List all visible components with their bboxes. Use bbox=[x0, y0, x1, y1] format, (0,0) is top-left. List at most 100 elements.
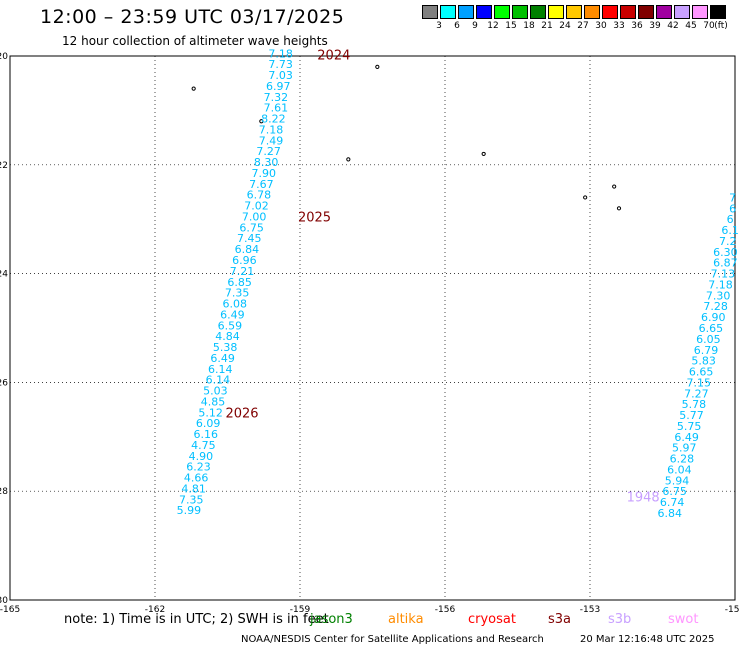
island-marker bbox=[346, 157, 351, 162]
wave-height-value: 7.00 bbox=[242, 210, 267, 223]
wave-height-value: 6.49 bbox=[674, 431, 699, 444]
wave-height-value: 6.79 bbox=[694, 344, 719, 357]
wave-height-value: 5.97 bbox=[672, 442, 697, 455]
wave-height-value: 8.22 bbox=[261, 113, 286, 126]
wave-height-value: 5.75 bbox=[677, 420, 702, 433]
wave-height-value: 5.83 bbox=[691, 355, 716, 368]
wave-height-value: 7.21 bbox=[230, 265, 255, 278]
color-scale-label: 33 bbox=[613, 21, 625, 31]
color-swatch bbox=[692, 5, 708, 19]
color-swatch bbox=[494, 5, 510, 19]
wave-height-value: 6.65 bbox=[699, 322, 724, 335]
color-scale-label: 18 bbox=[523, 21, 535, 31]
longitude-tick-label: -165 bbox=[0, 605, 20, 615]
color-scale-label: 24 bbox=[559, 21, 571, 31]
track-time-label: 2024 bbox=[317, 48, 350, 63]
wave-height-value: 6.08 bbox=[223, 298, 248, 311]
satellite-legend-item: altika bbox=[388, 612, 424, 627]
longitude-tick-label: -153 bbox=[580, 605, 600, 615]
latitude-tick-label: -30 bbox=[0, 596, 8, 606]
wave-height-value: 6.90 bbox=[701, 311, 726, 324]
island-marker bbox=[481, 151, 486, 157]
wave-height-value: 7.18 bbox=[268, 47, 293, 60]
wave-height-value: 4.66 bbox=[184, 472, 209, 485]
wave-height-value: 6.49 bbox=[210, 352, 235, 365]
wave-height-value: 6.16 bbox=[194, 428, 219, 441]
wave-height-value: 6.74 bbox=[660, 496, 685, 509]
wave-height-value: 6.75 bbox=[662, 485, 687, 498]
color-scale-label: 6 bbox=[454, 21, 460, 31]
wave-height-value: 7.13 bbox=[711, 268, 736, 281]
latitude-tick-label: -24 bbox=[0, 270, 8, 280]
wave-height-value: 4.85 bbox=[201, 395, 226, 408]
longitude-tick-label: -150 bbox=[725, 605, 740, 615]
wave-height-value: 5.77 bbox=[679, 409, 704, 422]
satellite-legend-item: s3b bbox=[608, 612, 632, 627]
color-scale-label: 9 bbox=[472, 21, 478, 31]
wave-height-value: 7.35 bbox=[225, 287, 250, 300]
color-swatch bbox=[602, 5, 618, 19]
wave-height-value: 5.38 bbox=[213, 341, 238, 354]
color-scale-label: 21 bbox=[541, 21, 553, 31]
wave-height-value: 5.94 bbox=[665, 474, 690, 487]
wave-height-value: 7.30 bbox=[706, 289, 731, 302]
wave-height-value: 6.14 bbox=[206, 374, 231, 387]
wave-height-value: 7.67 bbox=[249, 178, 274, 191]
color-swatch bbox=[710, 5, 726, 19]
satellite-legend-item: jason3 bbox=[310, 612, 353, 627]
wave-height-value: 4.84 bbox=[215, 330, 240, 343]
island-marker bbox=[616, 206, 622, 211]
wave-height-value: 6.05 bbox=[696, 333, 721, 346]
island-marker bbox=[191, 86, 196, 91]
island-marker bbox=[612, 184, 617, 189]
wave-height-value: 7.45 bbox=[237, 232, 262, 245]
color-scale-label: 42 bbox=[667, 21, 679, 31]
longitude-tick-label: -156 bbox=[435, 605, 456, 615]
color-swatch bbox=[656, 5, 672, 19]
wave-height-value: 6.59 bbox=[218, 319, 243, 332]
color-scale-label: 39 bbox=[649, 21, 661, 31]
track-time-label: 2026 bbox=[225, 406, 258, 421]
island-marker bbox=[375, 64, 380, 69]
color-scale-label: 36 bbox=[631, 21, 643, 31]
wave-height-value: 7.03 bbox=[268, 69, 293, 82]
satellite-legend: jason3 altika cryosat s3a s3b swot bbox=[0, 612, 740, 630]
color-swatch bbox=[584, 5, 600, 19]
island-marker bbox=[583, 195, 588, 200]
wave-height-value: 6.65 bbox=[689, 366, 714, 379]
satellite-legend-item: swot bbox=[668, 612, 699, 627]
wave-height-value: 4.75 bbox=[191, 439, 216, 452]
wave-height-value: 6.85 bbox=[227, 276, 252, 289]
wave-height-value: 7.35 bbox=[179, 493, 204, 506]
wave-height-value: 6.78 bbox=[247, 189, 272, 202]
color-swatch bbox=[476, 5, 492, 19]
footer-note: note: 1) Time is in UTC; 2) SWH is in fe… bbox=[64, 612, 329, 627]
color-swatch bbox=[620, 5, 636, 19]
track-time-label: 1948 bbox=[627, 491, 660, 506]
color-swatch bbox=[440, 5, 456, 19]
wave-height-value: 5.03 bbox=[203, 385, 228, 398]
track-time-label: 2025 bbox=[298, 210, 331, 225]
wave-height-value: 8.30 bbox=[254, 156, 279, 169]
page-subtitle: 12 hour collection of altimeter wave hei… bbox=[62, 34, 328, 48]
wave-height-value: 7.27 bbox=[684, 387, 709, 400]
wave-height-value: 4.90 bbox=[189, 450, 214, 463]
color-scale-label: 27 bbox=[577, 21, 589, 31]
wave-height-value: 7.90 bbox=[252, 167, 277, 180]
latitude-tick-label: -20 bbox=[0, 52, 8, 62]
color-swatch bbox=[422, 5, 438, 19]
wave-height-value: 6.23 bbox=[186, 461, 211, 474]
wave-height-value: 7.61 bbox=[264, 102, 289, 115]
longitude-tick-label: -159 bbox=[290, 605, 311, 615]
satellite-legend-item: s3a bbox=[548, 612, 572, 627]
latitude-tick-label: -28 bbox=[0, 487, 8, 497]
wave-height-value: 6.09 bbox=[196, 417, 221, 430]
wave-height-value: 6.49 bbox=[220, 308, 245, 321]
page-title: 12:00 – 23:59 UTC 03/17/2025 bbox=[40, 6, 345, 28]
color-scale-label: 30 bbox=[595, 21, 607, 31]
wave-height-value: 6.14 bbox=[208, 363, 233, 376]
color-swatch bbox=[548, 5, 564, 19]
wave-height-value: 6.84 bbox=[658, 507, 683, 520]
wave-height-value: 7.18 bbox=[259, 123, 284, 136]
